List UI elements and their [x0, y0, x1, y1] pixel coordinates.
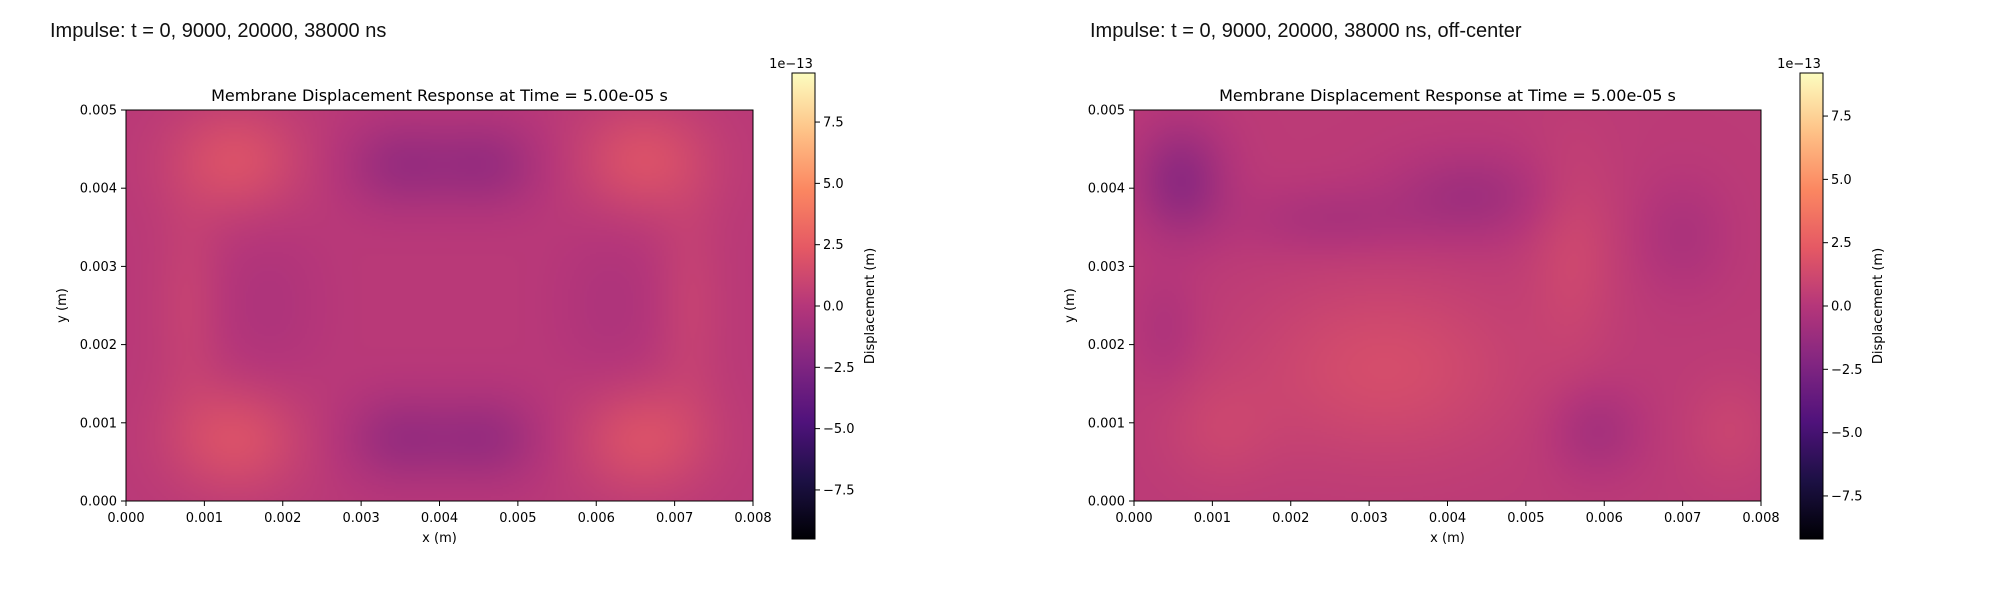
x-tick-label: 0.006	[578, 511, 615, 526]
heatmap-chart-left: Membrane Displacement Response at Time =…	[55, 57, 878, 546]
panel-heading-right: Impulse: t = 0, 9000, 20000, 38000 ns, o…	[1090, 20, 1522, 42]
colorbar-exponent: 1e−13	[769, 57, 813, 72]
x-tick-label: 0.001	[186, 511, 223, 526]
x-tick-label: 0.000	[1115, 511, 1152, 526]
x-tick-label: 0.008	[1742, 511, 1779, 526]
colorbar-axis: 7.5 5.0 2.5 0.0 −2.5 −5.0 −7.5	[815, 116, 855, 498]
y-axis-label: y (m)	[55, 288, 70, 323]
x-tick-label: 0.003	[1351, 511, 1388, 526]
y-tick-label: 0.004	[1088, 182, 1125, 197]
colorbar-tick-label: 0.0	[823, 300, 844, 315]
x-axis-label: x (m)	[422, 531, 457, 546]
x-tick-label: 0.002	[1272, 511, 1309, 526]
colorbar-tick-label: −7.5	[1831, 489, 1863, 504]
y-tick-label: 0.001	[80, 416, 117, 431]
colorbar-axis: 7.5 5.0 2.5 0.0 −2.5 −5.0 −7.5	[1823, 110, 1863, 504]
y-tick-label: 0.002	[80, 338, 117, 353]
heatmap-plot-area	[1134, 110, 1761, 501]
colorbar-tick-label: −2.5	[1831, 363, 1863, 378]
x-tick-label: 0.004	[421, 511, 458, 526]
colorbar-exponent: 1e−13	[1777, 57, 1821, 72]
x-axis: 0.000 0.001 0.002 0.003 0.004 0.005 0.006 0.007…	[107, 501, 772, 526]
colorbar	[791, 72, 816, 540]
panel-heading-left: Impulse: t = 0, 9000, 20000, 38000 ns	[50, 20, 387, 42]
colorbar-label: Displacement (m)	[1871, 248, 1886, 364]
x-tick-label: 0.001	[1194, 511, 1231, 526]
y-axis-label: y (m)	[1063, 288, 1078, 323]
x-tick-label: 0.005	[499, 511, 536, 526]
colorbar	[1799, 72, 1824, 540]
x-tick-label: 0.004	[1429, 511, 1466, 526]
y-tick-label: 0.004	[80, 182, 117, 197]
x-tick-label: 0.007	[1664, 511, 1701, 526]
y-tick-label: 0.003	[80, 260, 117, 275]
colorbar-label: Displacement (m)	[863, 248, 878, 364]
colorbar-tick-label: −5.0	[823, 422, 855, 437]
y-tick-label: 0.003	[1088, 260, 1125, 275]
colorbar-tick-label: −2.5	[823, 361, 855, 376]
heatmap-chart-right: Membrane Displacement Response at Time =…	[1063, 57, 1886, 546]
heatmap-plot-area	[126, 110, 753, 501]
y-tick-label: 0.002	[1088, 338, 1125, 353]
x-axis-label: x (m)	[1430, 531, 1465, 546]
x-tick-label: 0.008	[734, 511, 771, 526]
y-axis: 0.000 0.001 0.002 0.003 0.004 0.005	[1088, 104, 1134, 510]
colorbar-tick-label: 2.5	[823, 238, 844, 253]
colorbar-tick-label: 5.0	[1831, 173, 1852, 188]
x-tick-label: 0.000	[107, 511, 144, 526]
x-tick-label: 0.007	[656, 511, 693, 526]
chart-title: Membrane Displacement Response at Time =…	[211, 86, 668, 105]
x-axis: 0.000 0.001 0.002 0.003 0.004 0.005 0.006 0.007…	[1115, 501, 1780, 526]
colorbar-tick-label: 7.5	[1831, 110, 1852, 125]
y-axis: 0.000 0.001 0.002 0.003 0.004 0.005	[80, 104, 126, 510]
y-tick-label: 0.000	[80, 495, 117, 510]
x-tick-label: 0.005	[1507, 511, 1544, 526]
colorbar-tick-label: 0.0	[1831, 300, 1852, 315]
colorbar-tick-label: −5.0	[1831, 426, 1863, 441]
y-tick-label: 0.001	[1088, 416, 1125, 431]
colorbar-tick-label: 5.0	[823, 177, 844, 192]
x-tick-label: 0.006	[1586, 511, 1623, 526]
colorbar-tick-label: 7.5	[823, 116, 844, 131]
y-tick-label: 0.005	[80, 104, 117, 119]
x-tick-label: 0.003	[343, 511, 380, 526]
colorbar-tick-label: −7.5	[823, 483, 855, 498]
y-tick-label: 0.005	[1088, 104, 1125, 119]
y-tick-label: 0.000	[1088, 495, 1125, 510]
chart-title: Membrane Displacement Response at Time =…	[1219, 86, 1676, 105]
colorbar-tick-label: 2.5	[1831, 236, 1852, 251]
x-tick-label: 0.002	[264, 511, 301, 526]
